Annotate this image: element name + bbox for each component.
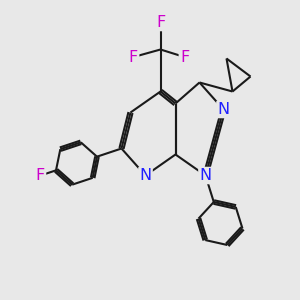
- Text: F: F: [180, 50, 189, 64]
- Text: N: N: [200, 168, 211, 183]
- Text: N: N: [140, 168, 152, 183]
- Text: F: F: [129, 50, 138, 64]
- Text: N: N: [218, 102, 230, 117]
- Text: F: F: [36, 168, 45, 183]
- Text: F: F: [156, 15, 165, 30]
